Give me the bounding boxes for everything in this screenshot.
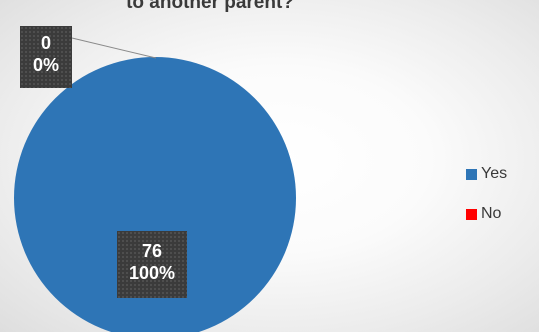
legend-item-yes[interactable]: Yes xyxy=(466,164,507,184)
data-label-no-value: 0 xyxy=(40,33,51,53)
leader-line-no xyxy=(71,37,157,59)
legend: Yes No xyxy=(466,164,507,244)
pie-slice-yes[interactable] xyxy=(14,57,296,332)
legend-swatch-yes xyxy=(466,168,477,180)
legend-swatch-no xyxy=(466,208,477,220)
data-label-no-percent: 0% xyxy=(32,55,59,75)
legend-item-no[interactable]: No xyxy=(466,204,507,224)
data-label-yes-value: 76 xyxy=(141,241,163,261)
chart-title: to another parent? xyxy=(126,0,294,13)
legend-label-no: No xyxy=(481,205,502,222)
data-label-yes-percent: 100% xyxy=(128,263,176,283)
data-label-yes: 76 100% xyxy=(117,231,187,298)
legend-label-yes: Yes xyxy=(481,165,508,182)
data-label-no: 0 0% xyxy=(20,26,72,88)
